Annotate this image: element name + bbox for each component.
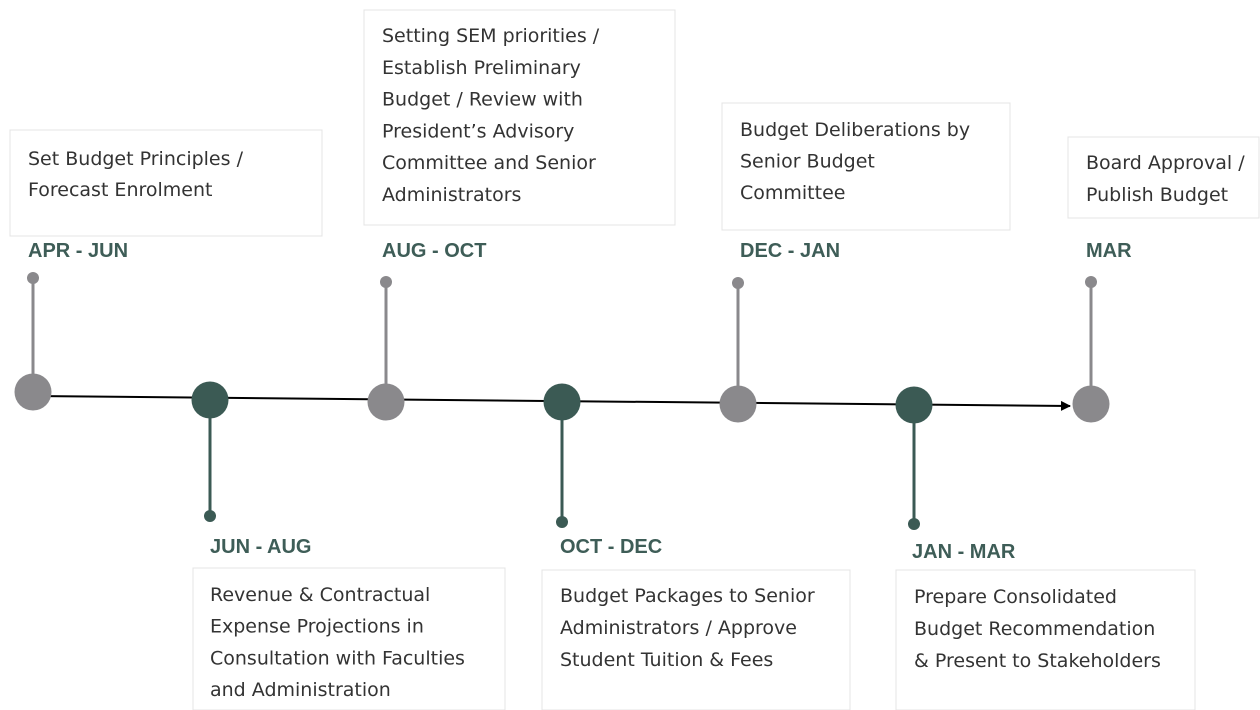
description-line: Consultation with Faculties	[210, 647, 465, 669]
description-line: President’s Advisory	[382, 120, 574, 142]
description-line: Budget Recommendation	[914, 618, 1155, 640]
description-box	[9, 129, 323, 237]
period-label: JAN - MAR	[912, 541, 1016, 563]
description-line: Student Tuition & Fees	[560, 649, 773, 671]
milestone-dot	[367, 383, 405, 421]
description-line: Publish Budget	[1086, 184, 1228, 206]
description-line: Senior Budget	[740, 151, 875, 173]
milestone-dot	[895, 386, 933, 424]
description-line: Budget Deliberations by	[740, 119, 970, 141]
description-box	[1067, 136, 1260, 219]
description-line: & Present to Stakeholders	[914, 650, 1161, 672]
milestone: AUG - OCT Setting SEM priorities / Establi…	[363, 9, 676, 421]
description-line: Administrators	[382, 184, 521, 206]
description-line: Revenue & Contractual	[210, 584, 430, 606]
period-label: OCT - DEC	[560, 536, 662, 558]
milestone-dot	[543, 383, 581, 421]
stem-dot	[1085, 276, 1097, 288]
description-line: Set Budget Principles /	[28, 148, 244, 170]
description-line: Committee	[740, 182, 845, 204]
description-line: Budget / Review with	[382, 89, 583, 111]
stem-dot	[27, 272, 39, 284]
description-line: Establish Preliminary	[382, 57, 581, 79]
period-label: APR - JUN	[28, 240, 128, 262]
description-line: Forecast Enrolment	[28, 179, 212, 201]
milestone-dot	[14, 373, 52, 411]
milestone: JUN - AUG Revenue & Contractual Expense Pr…	[191, 381, 506, 710]
description-line: Prepare Consolidated	[914, 586, 1117, 608]
milestone: APR - JUN Set Budget Principles / Forecast…	[9, 129, 323, 411]
milestone-dot	[191, 381, 229, 419]
milestone-dot	[719, 385, 757, 423]
description-line: Expense Projections in	[210, 616, 424, 638]
milestone: OCT - DEC Budget Packages to Senior Admini…	[541, 383, 851, 710]
description-box	[363, 9, 676, 226]
description-box	[895, 569, 1196, 710]
stem-dot	[732, 277, 744, 289]
milestone: JAN - MAR Prepare Consolidated Budget Reco…	[895, 386, 1196, 710]
milestone: DEC - JAN Budget Deliberations by Senior B…	[719, 102, 1011, 423]
period-label: MAR	[1086, 240, 1132, 262]
period-label: DEC - JAN	[740, 240, 840, 262]
description-line: Budget Packages to Senior	[560, 585, 815, 607]
description-box	[721, 102, 1011, 231]
description-line: Committee and Senior	[382, 152, 596, 174]
stem-dot	[556, 516, 568, 528]
description-line: Setting SEM priorities /	[382, 25, 600, 47]
period-label: JUN - AUG	[210, 536, 311, 558]
description-box	[541, 569, 851, 710]
description-box	[192, 567, 506, 710]
description-line: Board Approval /	[1086, 152, 1245, 174]
stem-dot	[204, 510, 216, 522]
period-label: AUG - OCT	[382, 240, 486, 262]
stem-dot	[380, 276, 392, 288]
stem-dot	[908, 518, 920, 530]
milestone: MAR Board Approval / Publish Budget	[1067, 136, 1260, 423]
milestone-dot	[1072, 385, 1110, 423]
description-line: and Administration	[210, 679, 391, 701]
description-line: Administrators / Approve	[560, 617, 797, 639]
